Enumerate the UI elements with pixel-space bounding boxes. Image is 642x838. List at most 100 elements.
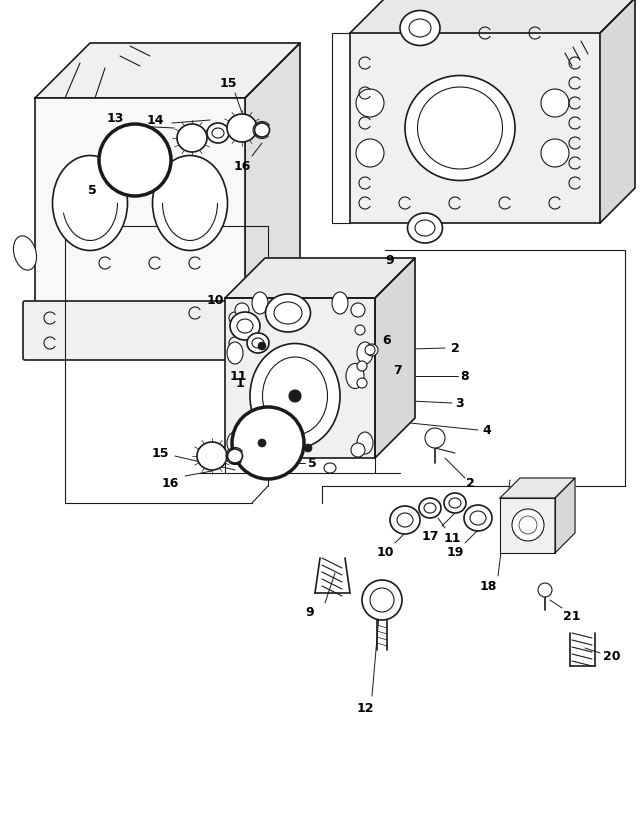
Ellipse shape [324, 463, 336, 473]
Ellipse shape [252, 292, 268, 314]
Polygon shape [375, 258, 415, 458]
Circle shape [541, 139, 569, 167]
Ellipse shape [266, 294, 311, 332]
Circle shape [356, 139, 384, 167]
Text: 13: 13 [107, 111, 124, 125]
Ellipse shape [230, 312, 260, 340]
Circle shape [538, 583, 552, 597]
Text: 9: 9 [386, 254, 394, 266]
Ellipse shape [424, 503, 436, 513]
Ellipse shape [419, 498, 441, 518]
FancyBboxPatch shape [23, 301, 257, 360]
Circle shape [351, 443, 365, 457]
Circle shape [425, 428, 445, 448]
Ellipse shape [355, 325, 365, 335]
Circle shape [304, 444, 312, 452]
Ellipse shape [417, 87, 503, 169]
Circle shape [357, 378, 367, 388]
Text: 7: 7 [393, 364, 401, 376]
Ellipse shape [177, 124, 207, 152]
Ellipse shape [397, 513, 413, 527]
Text: 18: 18 [480, 580, 497, 592]
Polygon shape [500, 478, 575, 498]
Ellipse shape [212, 128, 224, 138]
Text: 17: 17 [421, 530, 438, 542]
Text: 8: 8 [461, 370, 469, 382]
Text: 6: 6 [383, 334, 392, 346]
Ellipse shape [13, 235, 37, 270]
Ellipse shape [247, 333, 269, 353]
Circle shape [541, 89, 569, 117]
Ellipse shape [400, 11, 440, 45]
Text: 12: 12 [356, 701, 374, 715]
Ellipse shape [53, 156, 128, 251]
Text: 3: 3 [456, 396, 464, 410]
Circle shape [519, 516, 537, 534]
Ellipse shape [357, 432, 373, 454]
Text: 1: 1 [236, 376, 245, 390]
Ellipse shape [227, 449, 243, 463]
Ellipse shape [227, 342, 243, 364]
Ellipse shape [227, 432, 243, 454]
Ellipse shape [252, 338, 264, 348]
Ellipse shape [153, 156, 227, 251]
Ellipse shape [444, 493, 466, 513]
Text: 21: 21 [563, 609, 581, 623]
Polygon shape [35, 43, 300, 98]
Polygon shape [245, 43, 300, 318]
Ellipse shape [408, 213, 442, 243]
Text: 15: 15 [220, 76, 237, 90]
Ellipse shape [232, 407, 304, 479]
Ellipse shape [409, 19, 431, 37]
Bar [225, 298, 375, 458]
Ellipse shape [254, 123, 270, 137]
Polygon shape [555, 478, 575, 553]
Bar [500, 498, 555, 553]
Ellipse shape [346, 364, 364, 389]
Circle shape [362, 580, 402, 620]
Ellipse shape [405, 75, 515, 180]
Text: 11: 11 [443, 531, 461, 545]
Ellipse shape [449, 498, 461, 508]
Text: 20: 20 [603, 649, 621, 663]
Ellipse shape [470, 511, 486, 525]
Circle shape [356, 89, 384, 117]
Ellipse shape [99, 124, 171, 196]
Ellipse shape [250, 344, 340, 448]
Text: 19: 19 [446, 546, 464, 560]
Text: 5: 5 [308, 457, 317, 469]
Text: 2: 2 [465, 477, 474, 489]
Text: 2: 2 [451, 342, 460, 354]
Polygon shape [350, 0, 635, 33]
Circle shape [366, 344, 378, 356]
Text: 16: 16 [233, 159, 250, 173]
Text: 16: 16 [161, 477, 178, 489]
Text: 11: 11 [229, 370, 247, 382]
Ellipse shape [357, 342, 373, 364]
Ellipse shape [464, 505, 492, 531]
Circle shape [512, 509, 544, 541]
Ellipse shape [274, 302, 302, 324]
Circle shape [258, 439, 266, 447]
Ellipse shape [237, 319, 253, 333]
Text: 10: 10 [206, 293, 224, 307]
Ellipse shape [263, 357, 327, 435]
Bar [350, 33, 600, 223]
Ellipse shape [365, 345, 375, 355]
Text: 5: 5 [87, 184, 96, 196]
Ellipse shape [197, 442, 227, 470]
Circle shape [235, 443, 249, 457]
Polygon shape [600, 0, 635, 223]
Text: 15: 15 [152, 447, 169, 459]
Circle shape [235, 303, 249, 317]
Polygon shape [225, 258, 415, 298]
Circle shape [258, 342, 266, 350]
Circle shape [357, 361, 367, 371]
Circle shape [370, 588, 394, 612]
Ellipse shape [390, 506, 420, 534]
Ellipse shape [415, 220, 435, 236]
Ellipse shape [227, 114, 257, 142]
Circle shape [351, 303, 365, 317]
Bar [35, 98, 245, 318]
Circle shape [289, 390, 301, 402]
